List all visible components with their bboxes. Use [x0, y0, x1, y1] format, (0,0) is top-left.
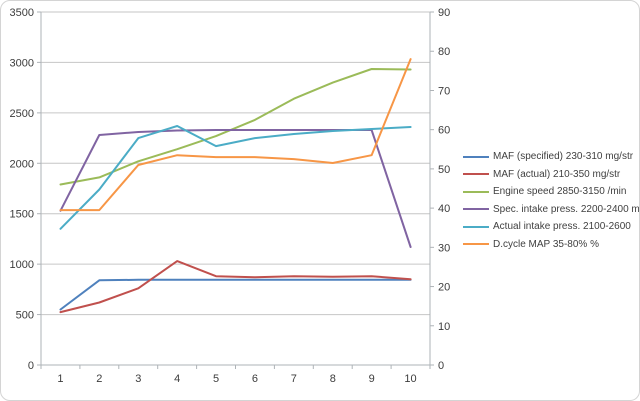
right-axis-tick-label: 20 — [438, 282, 450, 294]
legend-label: Spec. intake press. 2200-2400 mbar — [493, 203, 640, 215]
x-axis-tick-label: 9 — [369, 373, 375, 385]
x-axis-tick-label: 4 — [174, 373, 180, 385]
x-axis-tick-label: 3 — [135, 373, 141, 385]
legend-item-2: Engine speed 2850-3150 /min — [463, 183, 639, 201]
left-axis-tick-label: 2500 — [10, 108, 34, 120]
series-line-2 — [59, 68, 412, 186]
left-axis-tick-label: 3000 — [10, 57, 34, 69]
legend-item-0: MAF (specified) 230-310 mg/str — [463, 148, 639, 166]
x-axis-tick-label: 8 — [330, 373, 336, 385]
legend-swatch — [463, 243, 489, 246]
x-axis-tick-label: 10 — [404, 373, 416, 385]
legend-label: Engine speed 2850-3150 /min — [493, 186, 627, 198]
right-axis-tick-label: 60 — [438, 125, 450, 137]
legend-swatch — [463, 225, 489, 228]
legend-item-5: D.cycle MAP 35-80% % — [463, 236, 639, 254]
legend-item-4: Actual intake press. 2100-2600 — [463, 218, 639, 236]
legend-label: Actual intake press. 2100-2600 — [493, 221, 631, 233]
series-line-1 — [59, 260, 412, 314]
right-axis-tick-label: 50 — [438, 164, 450, 176]
chart-legend: MAF (specified) 230-310 mg/str MAF (actua… — [463, 148, 640, 254]
left-axis-tick-label: 3500 — [10, 7, 34, 19]
legend-item-1: MAF (actual) 210-350 mg/str — [463, 166, 639, 184]
right-axis-tick-label: 30 — [438, 242, 450, 254]
right-axis-tick-label: 80 — [438, 46, 450, 58]
legend-label: MAF (specified) 230-310 mg/str — [493, 151, 634, 163]
legend-label: D.cycle MAP 35-80% % — [493, 238, 599, 250]
right-axis-tick-label: 0 — [438, 360, 444, 372]
x-axis-tick-label: 2 — [96, 373, 102, 385]
x-axis-tick-label: 5 — [213, 373, 219, 385]
legend-swatch — [463, 173, 489, 176]
series-line-0 — [59, 278, 412, 311]
legend-swatch — [463, 190, 489, 193]
series-line-4 — [59, 125, 412, 230]
legend-swatch — [463, 208, 489, 211]
right-axis-tick-label: 70 — [438, 85, 450, 97]
x-axis-tick-label: 1 — [57, 373, 63, 385]
left-axis-tick-label: 500 — [16, 310, 34, 322]
legend-label: MAF (actual) 210-350 mg/str — [493, 168, 621, 180]
series-line-5 — [59, 58, 412, 212]
left-axis-tick-label: 1000 — [10, 259, 34, 271]
left-axis-tick-label: 2000 — [10, 158, 34, 170]
right-axis-tick-label: 90 — [438, 7, 450, 19]
x-axis-tick-label: 6 — [252, 373, 258, 385]
left-axis-tick-label: 1500 — [10, 209, 34, 221]
series-line-3 — [59, 129, 412, 248]
legend-item-3: Spec. intake press. 2200-2400 mbar — [463, 201, 640, 219]
right-axis-tick-label: 40 — [438, 203, 450, 215]
left-axis-tick-label: 0 — [28, 360, 34, 372]
x-axis-tick-label: 7 — [291, 373, 297, 385]
right-axis-tick-label: 10 — [438, 321, 450, 333]
legend-swatch — [463, 155, 489, 158]
